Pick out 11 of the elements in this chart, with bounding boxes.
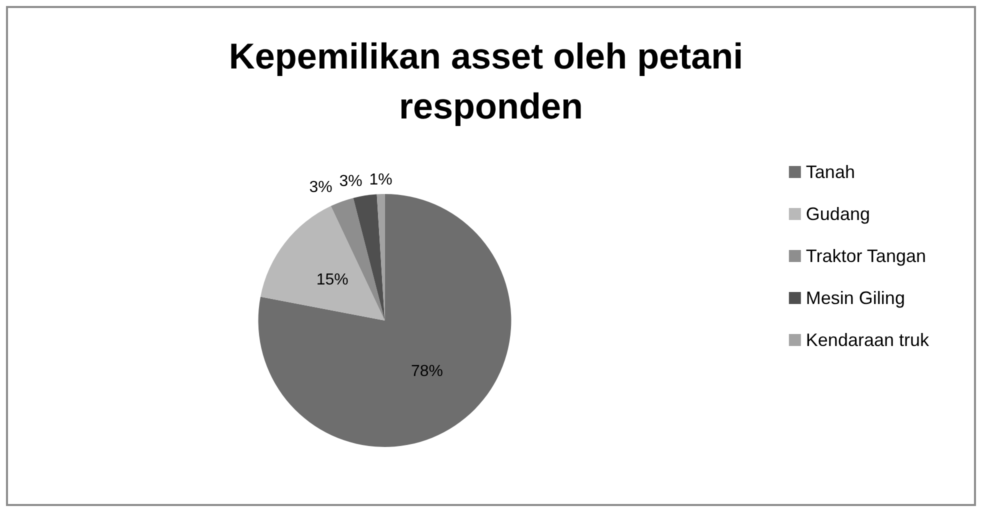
legend-label: Traktor Tangan — [806, 246, 926, 266]
chart-title: Kepemilikan asset oleh petani responden — [228, 36, 754, 126]
data-label: 78% — [410, 363, 443, 380]
legend-label: Mesin Giling — [806, 288, 905, 308]
legend-label: Tanah — [806, 162, 855, 182]
data-label: 3% — [309, 178, 332, 196]
data-label: 15% — [316, 271, 348, 288]
data-label: 3% — [339, 173, 362, 190]
legend-label: Gudang — [806, 204, 870, 224]
legend-label: Kendaraan truk — [806, 330, 930, 350]
data-label: 1% — [369, 172, 392, 189]
